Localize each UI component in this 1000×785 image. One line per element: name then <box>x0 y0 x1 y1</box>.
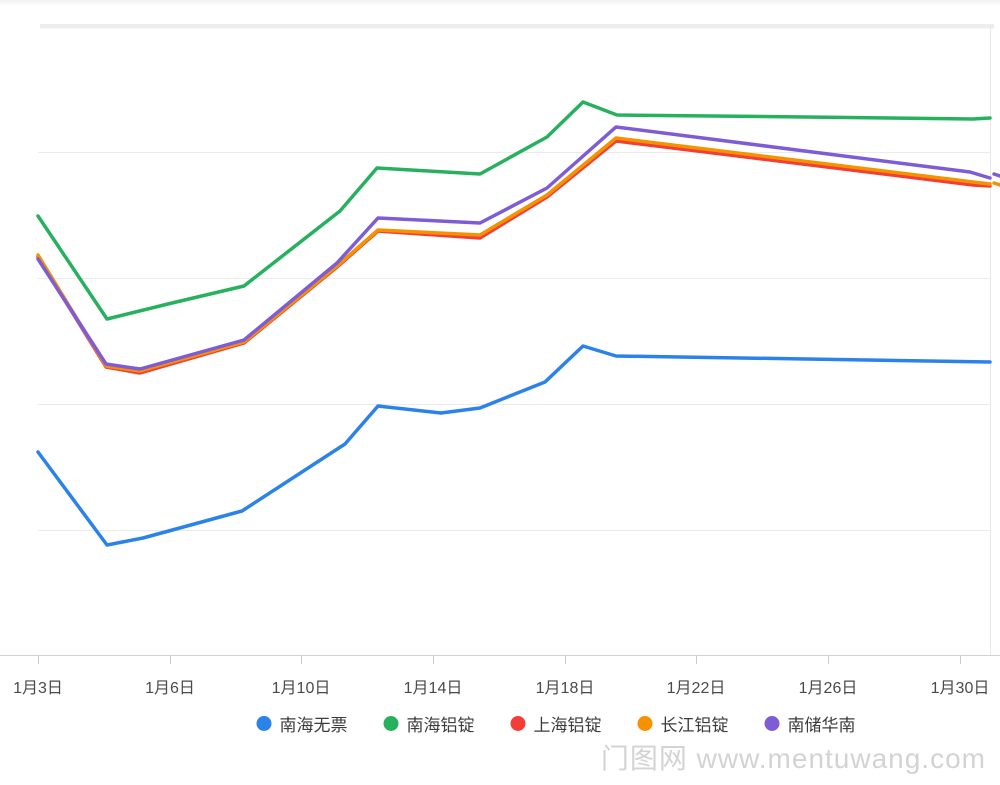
series-line-0 <box>36 344 992 547</box>
legend-marker-icon <box>637 716 653 731</box>
top-border-shade <box>0 0 1000 6</box>
legend-item-4[interactable]: 南储华南 <box>764 711 856 736</box>
x-axis-label: 1月26日 <box>798 680 858 697</box>
x-axis-labels-row: 1月3日 1月6日 1月10日 1月14日 1月18日 1月22日 1月26日 1月30日 <box>0 674 1000 700</box>
legend-marker-icon <box>256 716 272 731</box>
legend-item-0[interactable]: 南海无票 <box>256 711 348 736</box>
x-axis-label: 1月10日 <box>271 680 331 697</box>
series-line-1 <box>36 100 992 321</box>
x-axis-label: 1月22日 <box>666 680 726 697</box>
legend-item-2[interactable]: 上海铝锭 <box>510 711 602 736</box>
legend-item-1[interactable]: 南海铝锭 <box>383 711 475 736</box>
legend-item-label: 长江铝锭 <box>660 716 729 735</box>
legend-item-label: 南海无票 <box>279 716 348 735</box>
legend-item-label: 上海铝锭 <box>533 716 602 735</box>
legend-marker-icon <box>383 716 399 731</box>
x-axis-label: 1月18日 <box>535 680 595 697</box>
legend-item-3[interactable]: 长江铝锭 <box>637 711 729 736</box>
series-line-4 <box>36 125 992 371</box>
x-axis-label: 1月30日 <box>930 680 990 697</box>
chart-legend: 南海无票 南海铝锭 上海铝锭 长江铝锭 南储华南 <box>256 711 856 736</box>
legend-marker-icon <box>510 716 526 731</box>
legend-item-label: 南海铝锭 <box>406 716 475 735</box>
series-line-3 <box>36 136 992 373</box>
x-axis-label: 1月6日 <box>145 680 195 697</box>
gridline-top-band <box>40 24 994 29</box>
legend-marker-icon <box>764 716 780 731</box>
x-axis-label: 1月14日 <box>403 680 463 697</box>
series-line-2 <box>36 139 992 375</box>
legend-item-label: 南储华南 <box>787 716 856 735</box>
watermark: 门图网 www.mentuwang.com <box>600 743 986 774</box>
clipped-line-continuation-1 <box>992 181 1000 187</box>
x-axis-label: 1月3日 <box>13 680 63 697</box>
clipped-line-continuation-0 <box>992 172 1000 178</box>
